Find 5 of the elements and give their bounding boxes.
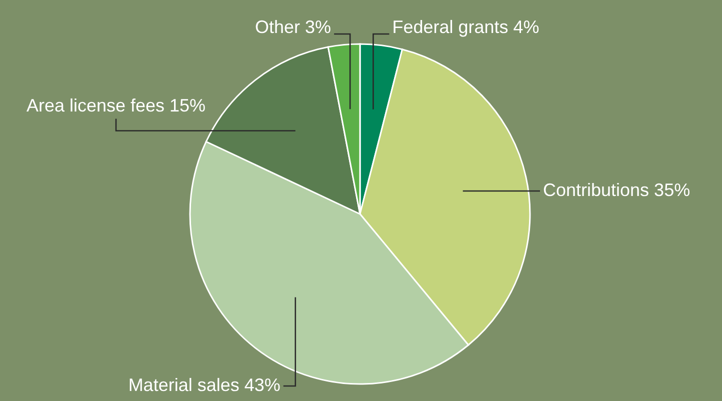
slice-label: Federal grants 4% (392, 16, 540, 37)
slice-label: Other 3% (255, 16, 332, 37)
slice-label: Area license fees 15% (26, 95, 206, 116)
slice-label: Material sales 43% (128, 374, 280, 395)
slice-label: Contributions 35% (543, 180, 690, 200)
